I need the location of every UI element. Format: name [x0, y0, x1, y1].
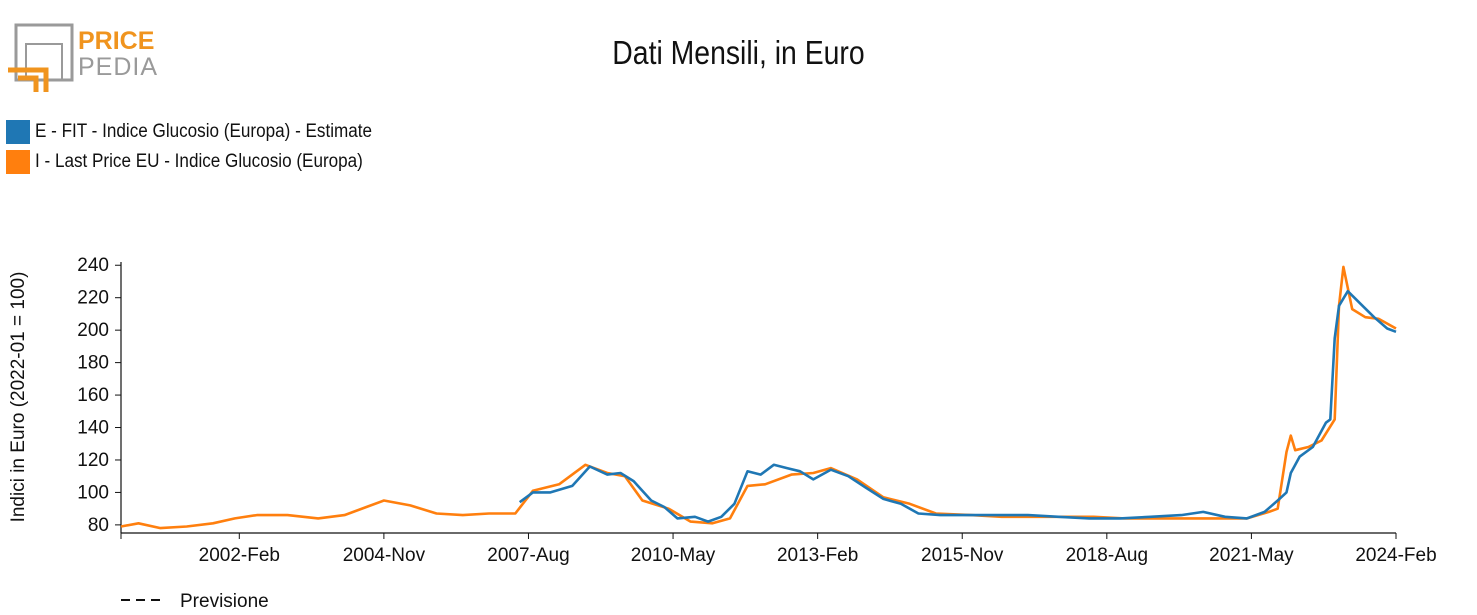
series-line-lastprice	[120, 265, 1397, 530]
y-tick-label: 140	[77, 418, 109, 439]
legend-item-lastprice[interactable]: I - Last Price EU - Indice Glucosio (Eur…	[6, 148, 706, 176]
chart-series	[120, 265, 1397, 530]
y-tick-label: 220	[77, 288, 109, 309]
y-tick-label: 100	[77, 482, 109, 503]
y-tick-label: 180	[77, 353, 109, 374]
chart-axes: 80 100 120 140 160 180 200 220 240 2002-Feb 2004-N…	[77, 255, 1436, 566]
y-tick-label: 120	[77, 450, 109, 471]
logo-word-price: PRICE	[78, 27, 154, 55]
legend-swatch-fit	[6, 120, 30, 144]
series-line-fit	[518, 289, 1397, 523]
x-tick-label: 2004-Nov	[343, 545, 426, 566]
y-axis-title: Indici in Euro (2022-01 = 100)	[8, 272, 29, 523]
x-tick-label: 2021-May	[1209, 545, 1294, 566]
legend-swatch-lastprice	[6, 150, 30, 174]
x-tick-label: 2007-Aug	[487, 545, 569, 566]
logo-word-pedia: PEDIA	[78, 53, 158, 81]
x-tick-label: 2018-Aug	[1066, 545, 1148, 566]
logo-bracket-orange	[8, 67, 49, 92]
x-tick-label: 2013-Feb	[777, 545, 858, 566]
logo-bracket-orange-inner	[18, 75, 39, 92]
pricepedia-logo: PRICE PEDIA	[8, 23, 158, 92]
y-tick-label: 200	[77, 320, 109, 341]
legend-item-fit[interactable]: E - FIT - Indice Glucosio (Europa) - Est…	[6, 118, 706, 146]
chart-title: Dati Mensili, in Euro	[612, 34, 865, 71]
forecast-label: Previsione	[180, 591, 269, 612]
y-tick-label: 80	[88, 515, 109, 536]
y-tick-label: 160	[77, 385, 109, 406]
legend-label-lastprice: I - Last Price EU - Indice Glucosio (Eur…	[35, 151, 363, 172]
legend-label-fit: E - FIT - Indice Glucosio (Europa) - Est…	[35, 121, 373, 142]
forecast-legend[interactable]: Previsione	[121, 591, 269, 612]
y-tick-label: 240	[77, 255, 109, 276]
x-tick-label: 2010-May	[631, 545, 716, 566]
x-tick-label: 2002-Feb	[199, 545, 280, 566]
x-tick-label: 2024-Feb	[1355, 545, 1436, 566]
x-tick-label: 2015-Nov	[921, 545, 1004, 566]
